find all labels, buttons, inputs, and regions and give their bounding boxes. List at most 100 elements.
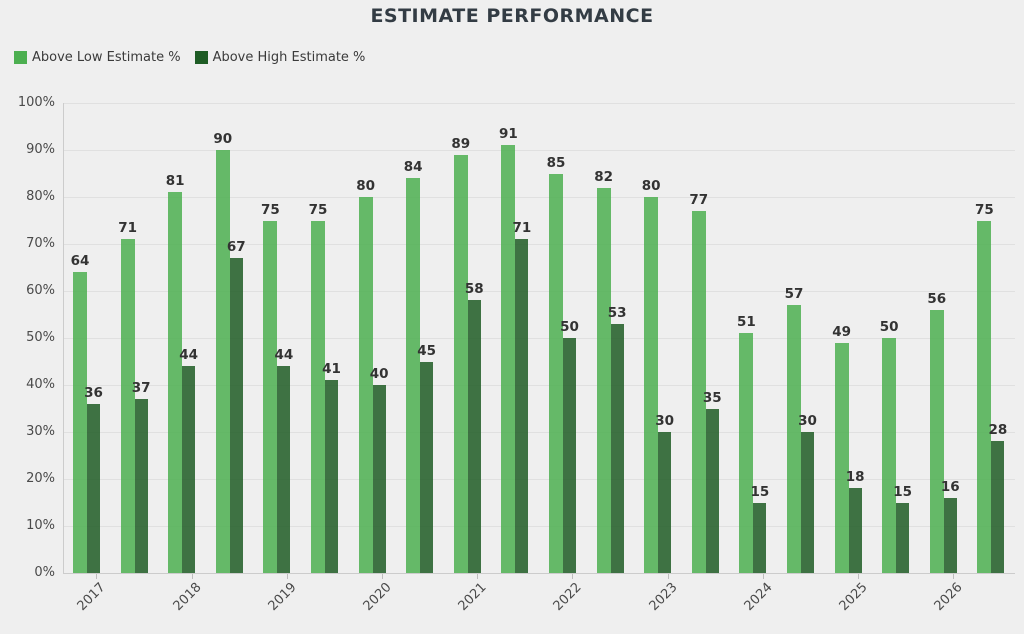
bar-value-label: 50 (560, 319, 579, 335)
bar-value-label: 84 (403, 159, 423, 176)
gridline (63, 150, 1015, 151)
bar-above-low-estimate (977, 220, 992, 573)
bar-value-label: 80 (641, 178, 661, 194)
bar-above-high-estimate (372, 385, 386, 573)
x-axis-tick (762, 574, 764, 579)
bar-above-low-estimate (501, 145, 516, 573)
bar-value-label: 28 (988, 422, 1008, 439)
bar-value-label: 30 (798, 413, 817, 429)
bar-value-label: 36 (84, 384, 103, 401)
y-axis-tick-label: 60% (26, 283, 55, 298)
bar-above-high-estimate (658, 432, 672, 573)
bar-value-label: 81 (165, 173, 185, 190)
y-axis-tick-label: 40% (26, 377, 55, 392)
bar-above-high-estimate (229, 258, 243, 573)
x-axis-tick-label: 2019 (265, 580, 300, 615)
bar-value-label: 53 (607, 304, 627, 321)
bar-above-high-estimate (277, 366, 291, 573)
y-axis-tick-label: 30% (26, 424, 55, 439)
bar-above-low-estimate (168, 192, 183, 573)
legend-label-above-low: Above Low Estimate % (32, 50, 181, 65)
bar-above-low-estimate (120, 239, 135, 573)
bar-value-label: 45 (417, 342, 437, 359)
bar-value-label: 64 (70, 253, 90, 270)
bar-above-high-estimate (705, 408, 719, 573)
bar-value-label: 67 (226, 239, 246, 256)
bar-value-label: 15 (750, 483, 770, 500)
bar-above-low-estimate (596, 187, 611, 573)
x-axis-tick (191, 574, 193, 579)
legend-swatch-high-icon (194, 51, 208, 64)
chart-title: ESTIMATE PERFORMANCE (370, 5, 654, 27)
bar-above-high-estimate (848, 488, 862, 573)
bar-value-label: 89 (451, 135, 471, 152)
bar-value-label: 44 (274, 347, 294, 364)
gridline (63, 385, 1015, 386)
x-axis-tick-label: 2021 (455, 580, 490, 615)
bar-value-label: 85 (546, 154, 566, 171)
bar-value-label: 41 (322, 361, 341, 378)
bar-above-low-estimate (929, 309, 944, 573)
bar-above-low-estimate (215, 150, 230, 573)
legend-label-above-high: Above High Estimate % (212, 50, 366, 65)
bar-above-high-estimate (467, 300, 481, 573)
x-axis-tick (953, 574, 955, 579)
x-axis-tick-label: 2025 (836, 580, 871, 615)
x-axis-line (63, 573, 1015, 574)
x-axis-tick-label: 2023 (646, 580, 681, 615)
y-axis-tick-label: 0% (34, 565, 55, 580)
x-axis-tick-label: 2018 (170, 580, 205, 615)
bar-above-high-estimate (943, 497, 957, 573)
y-axis-tick-label: 90% (26, 142, 55, 157)
bar-above-low-estimate (549, 173, 563, 573)
bar-above-low-estimate (882, 338, 897, 573)
bar-above-low-estimate (358, 197, 373, 573)
bar-value-label: 91 (498, 126, 518, 143)
bar-value-label: 35 (702, 389, 722, 406)
bar-above-low-estimate (406, 178, 421, 573)
y-axis-tick-label: 10% (26, 518, 55, 533)
bar-above-low-estimate (453, 154, 468, 573)
x-axis-tick (96, 574, 98, 579)
bar-value-label: 37 (131, 380, 151, 397)
bar-above-high-estimate (991, 441, 1005, 573)
bar-above-high-estimate (420, 361, 434, 573)
gridline (63, 244, 1015, 245)
bar-value-label: 77 (689, 192, 709, 209)
bar-value-label: 71 (118, 220, 137, 237)
y-axis-tick-label: 70% (26, 236, 55, 251)
bar-value-label: 18 (845, 469, 865, 486)
bar-above-low-estimate (73, 272, 87, 573)
y-axis-tick-label: 80% (26, 189, 55, 204)
bar-above-low-estimate (787, 305, 801, 573)
bar-value-label: 57 (784, 286, 804, 303)
y-axis-tick-label: 20% (26, 471, 55, 486)
x-axis-tick-label: 2020 (360, 580, 395, 615)
x-axis-tick (381, 574, 383, 579)
bar-above-low-estimate (739, 333, 754, 573)
x-axis-tick-label: 2017 (74, 580, 109, 615)
bar-above-low-estimate (263, 220, 278, 573)
gridline (63, 197, 1015, 198)
x-axis-tick (477, 574, 479, 579)
bar-value-label: 75 (974, 201, 994, 218)
bar-value-label: 16 (940, 478, 960, 495)
bar-value-label: 75 (308, 201, 328, 218)
bar-value-label: 75 (260, 201, 280, 218)
y-axis-tick-label: 100% (17, 95, 55, 110)
x-axis-tick-label: 2026 (931, 580, 966, 615)
bar-value-label: 82 (594, 168, 613, 185)
bar-value-label: 40 (369, 366, 389, 382)
bar-value-label: 51 (736, 314, 756, 331)
bar-value-label: 44 (179, 347, 199, 364)
bar-above-high-estimate (801, 432, 814, 573)
legend-item-above-low: Above Low Estimate % (14, 50, 181, 65)
bar-above-high-estimate (563, 338, 576, 573)
x-axis-tick-label: 2022 (550, 580, 585, 615)
bar-above-high-estimate (325, 380, 338, 573)
gridline (63, 103, 1015, 104)
legend-item-above-high: Above High Estimate % (194, 50, 366, 65)
bar-above-high-estimate (87, 403, 100, 573)
bar-value-label: 58 (464, 281, 484, 298)
